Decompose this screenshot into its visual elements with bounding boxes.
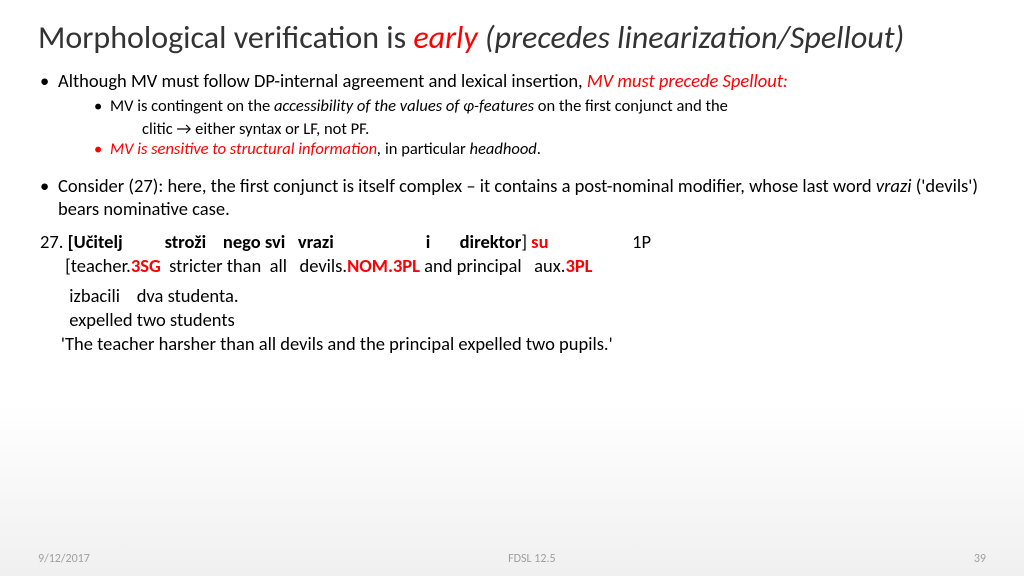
ex-line2: [teacher.3SG stricter than all devils.NO… <box>40 254 986 278</box>
ex-l2a: [teacher. <box>65 254 131 277</box>
ex-l2c: and principal aux. <box>420 254 566 277</box>
footer-center: FDSL 12.5 <box>508 552 555 566</box>
title-part1: Morphological verification is <box>38 18 413 57</box>
b2a-post: on the first conjunct and the <box>538 96 728 116</box>
ex-num: 27. <box>40 230 68 253</box>
bullet-list: Although MV must follow DP-internal agre… <box>38 69 986 220</box>
ex-line5: 'The teacher harsher than all devils and… <box>40 332 986 356</box>
ex-l5: 'The teacher harsher than all devils and… <box>61 332 613 355</box>
bullet-1-1-cont: clitic → either syntax or LF, not PF. <box>142 119 986 140</box>
ex-line1: 27. [Učitelj stroži nego svi vrazi i dir… <box>40 230 986 254</box>
footer-date: 9/12/2017 <box>38 552 90 566</box>
ex-l3: izbacili dva studenta. <box>65 284 238 307</box>
b1-text: Although MV must follow DP-internal agre… <box>58 69 587 92</box>
title-early: early <box>413 18 477 57</box>
bullet-2: Consider (27): here, the first conjunct … <box>40 174 986 220</box>
ex-3pl: 3PL <box>565 254 592 277</box>
arrow-icon: → <box>176 119 191 139</box>
ex-l2b: stricter than all devils. <box>161 254 347 277</box>
b2a-l2-post: either syntax or LF, not PF. <box>191 119 369 139</box>
ex-line3: izbacili dva studenta. <box>40 284 986 308</box>
b2b-dot: . <box>537 139 541 159</box>
b2a-ital: accessibility of the values of φ-feature… <box>274 96 538 116</box>
ex-l4: expelled two students <box>69 308 235 331</box>
slide-footer: 9/12/2017 FDSL 12.5 39 <box>0 552 1024 566</box>
b1-red: MV must precede Spellout: <box>587 69 788 92</box>
bullet-1: Although MV must follow DP-internal agre… <box>40 69 986 92</box>
ex-su: su <box>527 230 549 253</box>
b2b-red: MV is sensitive to structural informatio… <box>110 139 377 159</box>
b2b-mid: in particular <box>385 139 470 159</box>
slide-title: Morphological verification is early (pre… <box>38 20 986 57</box>
b2a-pre: MV is contingent on the <box>110 96 274 116</box>
b2b-comma: , <box>377 139 385 159</box>
example-27: 27. [Učitelj stroži nego svi vrazi i dir… <box>40 230 986 356</box>
b1b-ital: vrazi <box>876 174 916 197</box>
ex-line4: expelled two students <box>40 308 986 332</box>
ex-3sg: 3SG <box>131 254 161 277</box>
ex-nom: NOM.3PL <box>347 254 420 277</box>
bullet-1-2: MV is sensitive to structural informatio… <box>94 139 986 160</box>
b2b-ital: headhood <box>470 139 537 159</box>
bullet-1-1: MV is contingent on the accessibility of… <box>94 96 986 117</box>
title-part2: (precedes linearization/Spellout) <box>478 18 904 57</box>
ex-l1a: [Učitelj stroži nego svi vrazi i direkto… <box>68 230 522 253</box>
ex-l1c: 1P <box>549 230 652 253</box>
b2a-l2-pre: clitic <box>142 119 176 139</box>
b1b-pre: Consider (27): here, the first conjunct … <box>58 174 876 197</box>
footer-page: 39 <box>974 552 986 566</box>
